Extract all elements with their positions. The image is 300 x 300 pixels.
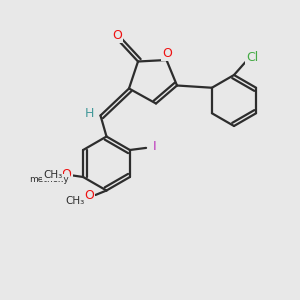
Text: CH₃: CH₃ [65, 196, 85, 206]
Text: O: O [84, 189, 94, 203]
Text: I: I [153, 140, 156, 154]
Text: CH₃: CH₃ [43, 170, 62, 181]
Text: O: O [62, 168, 72, 182]
Text: methoxy: methoxy [29, 175, 69, 184]
Text: Cl: Cl [246, 51, 258, 64]
Text: O: O [162, 47, 172, 60]
Text: H: H [84, 107, 94, 120]
Text: O: O [112, 28, 122, 42]
